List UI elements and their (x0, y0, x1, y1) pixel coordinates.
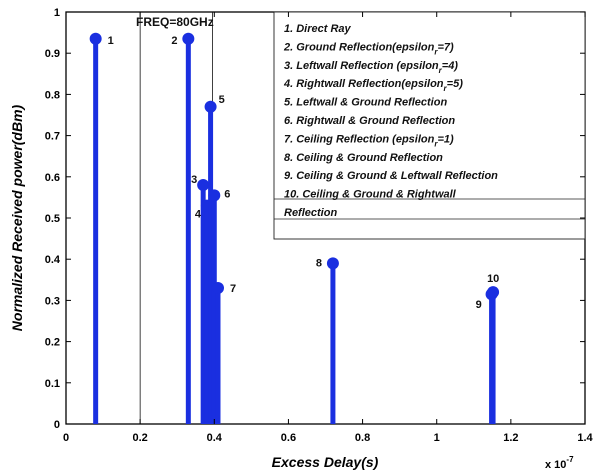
y-tick-label: 1 (54, 7, 60, 19)
x-tick-label: 1 (434, 432, 440, 444)
legend-entry: 9. Ceiling & Ground & Leftwall Reflectio… (284, 170, 498, 182)
stem-marker (208, 189, 221, 202)
legend-entry: 6. Rightwall & Ground Reflection (284, 115, 455, 127)
y-tick-label: 0.2 (45, 337, 60, 349)
stem-label: 2 (171, 35, 177, 47)
stem-marker (487, 286, 500, 299)
stem-labels: 1 2 3 4 5 6 7 8 9 10 (108, 35, 500, 311)
legend-box: 1. Direct Ray 2. Ground Reflection(epsilo… (273, 11, 586, 240)
stem-label: 7 (230, 283, 236, 295)
y-tick-label: 0.8 (45, 89, 60, 101)
stem-label: 3 (191, 174, 197, 186)
stem-marker (182, 32, 195, 45)
stem-marker (89, 32, 102, 45)
y-tick-label: 0.6 (45, 172, 60, 184)
stems (89, 32, 500, 424)
axis-ticks: 0 0.2 0.4 0.6 0.8 1 1.2 1.4 0 0.1 0.2 0.3 0.4 0.5 0.6 0… (45, 7, 594, 444)
x-tick-label: 0.4 (207, 432, 223, 444)
stem-label: 4 (195, 209, 202, 221)
x-tick-label: 1.2 (503, 432, 518, 444)
x-tick-label: 1.4 (577, 432, 593, 444)
stem-label: 1 (108, 35, 114, 47)
y-axis-title: Normalized Received power(dBm) (9, 104, 25, 331)
legend-entry: 1. Direct Ray (284, 23, 352, 35)
legend-entry: 5. Leftwall & Ground Reflection (284, 97, 447, 109)
legend-entry: 2. Ground Reflection(epsilonr=7) (283, 41, 454, 56)
y-tick-label: 0.3 (45, 295, 60, 307)
y-tick-label: 0.5 (45, 213, 60, 225)
y-tick-label: 0.4 (45, 254, 61, 266)
stem-label: 5 (219, 94, 225, 106)
stem-label: 6 (224, 188, 230, 200)
legend-entry: Reflection (284, 207, 337, 219)
stem-label: 9 (476, 299, 482, 311)
y-tick-label: 0.1 (45, 378, 60, 390)
x-tick-label: 0.8 (355, 432, 370, 444)
legend-entry: 4. Rightwall Reflection(epsilonr=5) (283, 78, 463, 93)
stem-label: 8 (316, 257, 322, 269)
y-tick-label: 0 (54, 419, 60, 431)
x-tick-label: 0.2 (132, 432, 147, 444)
y-tick-label: 0.9 (45, 48, 60, 60)
legend-entry: 7. Ceiling Reflection (epsilonr=1) (284, 133, 454, 148)
legend-frame (273, 11, 586, 240)
legend-entry: 3. Leftwall Reflection (epsilonr=4) (284, 60, 458, 75)
x-axis-title: Excess Delay(s) (272, 454, 379, 470)
stem-marker (211, 282, 224, 295)
x-tick-label: 0 (63, 432, 69, 444)
legend-entry: 8. Ceiling & Ground Reflection (284, 152, 443, 164)
stem-marker (204, 100, 217, 113)
legend-entry: 10. Ceiling & Ground & Rightwall (284, 189, 457, 201)
x-axis-multiplier: x 10-7 (545, 455, 574, 471)
y-tick-label: 0.7 (45, 131, 60, 143)
stem-marker (326, 257, 339, 270)
x-tick-label: 0.6 (281, 432, 296, 444)
stem-marker (197, 179, 210, 192)
stem-label: 10 (487, 273, 499, 285)
plot-area: 1. Direct Ray 2. Ground Reflection(epsilo… (65, 11, 586, 425)
frequency-annotation: FREQ=80GHz (136, 15, 214, 29)
